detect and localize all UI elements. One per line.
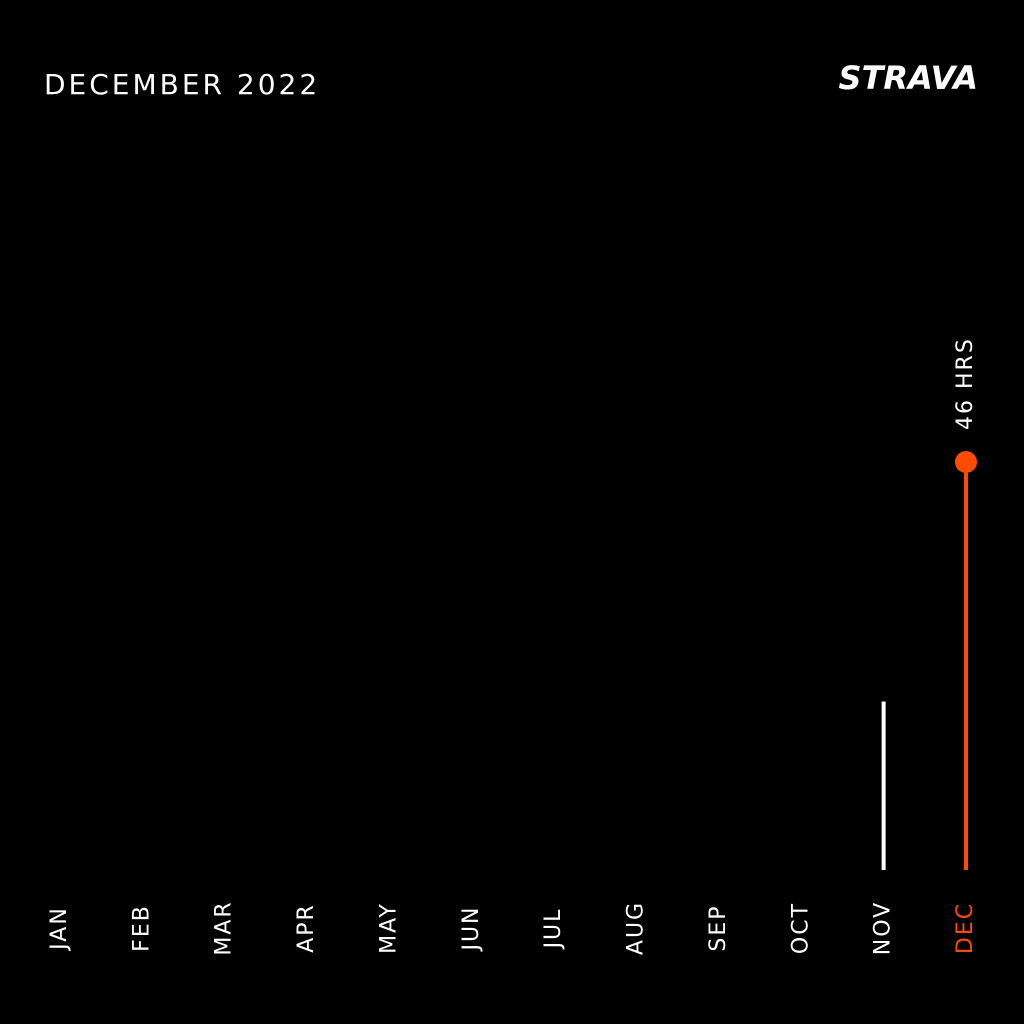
x-tick-label: JUN	[459, 905, 484, 952]
brand-logo: STRAVA	[839, 59, 978, 97]
x-tick-label: MAR	[212, 900, 237, 955]
x-tick-label: APR	[294, 903, 319, 953]
x-tick-label: FEB	[129, 904, 154, 952]
x-tick-label: AUG	[624, 901, 649, 955]
value-label: 46 HRS	[953, 337, 978, 430]
x-tick-label: SEP	[706, 904, 731, 951]
x-tick-label: MAY	[376, 902, 401, 954]
x-tick-label: NOV	[871, 901, 896, 955]
x-tick-label: JAN	[47, 906, 72, 952]
x-tick-label: DEC	[953, 902, 978, 954]
x-tick-label: JUL	[541, 908, 566, 951]
x-tick-label: OCT	[788, 902, 813, 954]
dot	[955, 451, 977, 473]
chart-title: DECEMBER 2022	[44, 68, 320, 101]
